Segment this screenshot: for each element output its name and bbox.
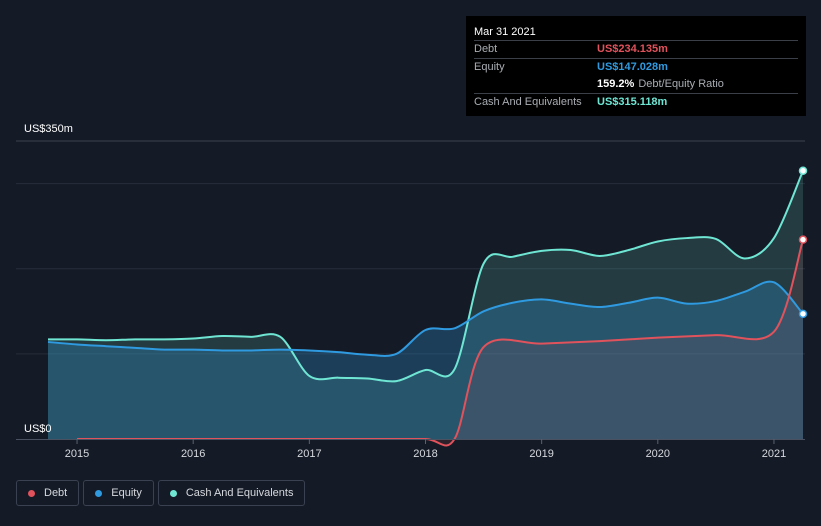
x-tick-label: 2019: [529, 448, 553, 460]
legend-cash-label: Cash And Equivalents: [185, 487, 294, 499]
tooltip-debt-row: Debt US$234.135m: [474, 40, 798, 58]
area-equity: [48, 281, 803, 439]
tooltip-equity-label: Equity: [474, 61, 505, 73]
y-axis-bottom-label: US$0: [24, 423, 52, 435]
legend-equity-label: Equity: [111, 487, 142, 499]
x-tick-label: 2015: [65, 448, 89, 460]
tooltip-date: Mar 31 2021: [474, 26, 536, 38]
area-cash-and-equivalents: [48, 170, 803, 440]
legend-cash-toggle[interactable]: Cash And Equivalents: [157, 480, 306, 506]
x-tick-label: 2021: [762, 448, 786, 460]
line-equity: [47, 280, 804, 357]
tooltip-cash-label: Cash And Equivalents: [474, 96, 582, 108]
tooltip-debt-value: US$234.135m: [597, 43, 668, 55]
axis-layer: US$350m US$0 2015 2016 2017 2018 2019 2020 2021: [16, 123, 805, 460]
data-tooltip: Mar 31 2021 Debt US$234.135m Equity US$1…: [466, 16, 806, 116]
legend-equity-toggle[interactable]: Equity: [83, 480, 154, 506]
tooltip-ratio-row: 159.2% Debt/Equity Ratio: [474, 76, 798, 93]
area-layer: [48, 170, 804, 446]
tooltip-debt-label: Debt: [474, 43, 498, 55]
x-tick-label: 2016: [181, 448, 205, 460]
tooltip-ratio-label: Debt/Equity Ratio: [638, 78, 724, 90]
endpoint-cash-and-equivalents: [798, 166, 808, 175]
legend-debt-toggle[interactable]: Debt: [16, 480, 80, 506]
endpoint-equity: [798, 309, 808, 319]
legend-debt-label: Debt: [44, 487, 68, 499]
chart-legend: Debt Equity Cash And Equivalents: [16, 480, 306, 506]
marker-layer: [798, 166, 808, 319]
legend-cash-dot-icon: [169, 489, 177, 497]
tooltip-equity-value: US$147.028m: [597, 61, 668, 73]
x-tick-label: 2018: [413, 448, 437, 460]
line-cash-and-equivalents: [47, 170, 804, 383]
grid-layer: [16, 140, 805, 355]
legend-equity-dot-icon: [95, 489, 103, 497]
tooltip-cash-row: Cash And Equivalents US$315.118m: [474, 93, 798, 111]
tooltip-ratio-value: 159.2%: [597, 78, 635, 90]
area-debt: [77, 239, 804, 446]
tooltip-equity-row: Equity US$147.028m: [474, 58, 798, 76]
legend-debt-dot-icon: [28, 489, 35, 497]
y-axis-top-label: US$350m: [24, 123, 73, 135]
endpoint-debt: [798, 235, 808, 244]
x-tick-label: 2017: [297, 448, 321, 460]
tooltip-cash-value: US$315.118m: [597, 96, 668, 108]
x-tick-label: 2020: [646, 448, 670, 460]
